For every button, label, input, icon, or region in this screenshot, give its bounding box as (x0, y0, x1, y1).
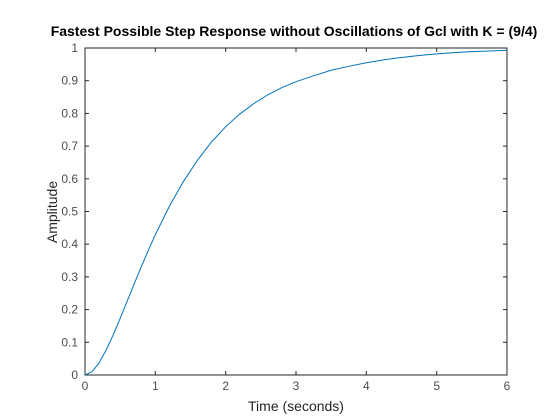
y-axis-label: Amplitude (44, 181, 60, 243)
y-tick-label: 0.1 (61, 335, 78, 349)
y-tick-label: 0.2 (61, 303, 78, 317)
chart-title: Fastest Possible Step Response without O… (51, 23, 538, 39)
y-tick-label: 0.9 (61, 74, 78, 88)
x-tick-label: 1 (152, 379, 159, 393)
x-tick-label: 0 (82, 379, 89, 393)
y-tick-label: 0 (71, 368, 78, 382)
plot-area (84, 47, 508, 376)
y-tick-label: 0.6 (61, 172, 78, 186)
y-tick-label: 0.5 (61, 205, 78, 219)
axis-tick-labels: 0 1 2 3 4 5 6 0 0.1 0.2 0.3 0.4 0.5 0.6 0.7 0.8 0.9 1 (61, 41, 510, 393)
y-tick-label: 0.8 (61, 106, 78, 120)
x-tick-label: 2 (222, 379, 229, 393)
y-tick-label: 0.3 (61, 270, 78, 284)
y-tick-label: 1 (71, 41, 78, 55)
x-tick-label: 5 (433, 379, 440, 393)
step-response-line (84, 49, 508, 376)
y-tick-label: 0.7 (61, 139, 78, 153)
y-tick-label: 0.4 (61, 237, 78, 251)
x-tick-label: 3 (293, 379, 300, 393)
data-series (84, 49, 508, 376)
x-tick-label: 4 (363, 379, 370, 393)
x-tick-label: 6 (504, 379, 511, 393)
x-axis-label: Time (seconds) (248, 398, 344, 414)
